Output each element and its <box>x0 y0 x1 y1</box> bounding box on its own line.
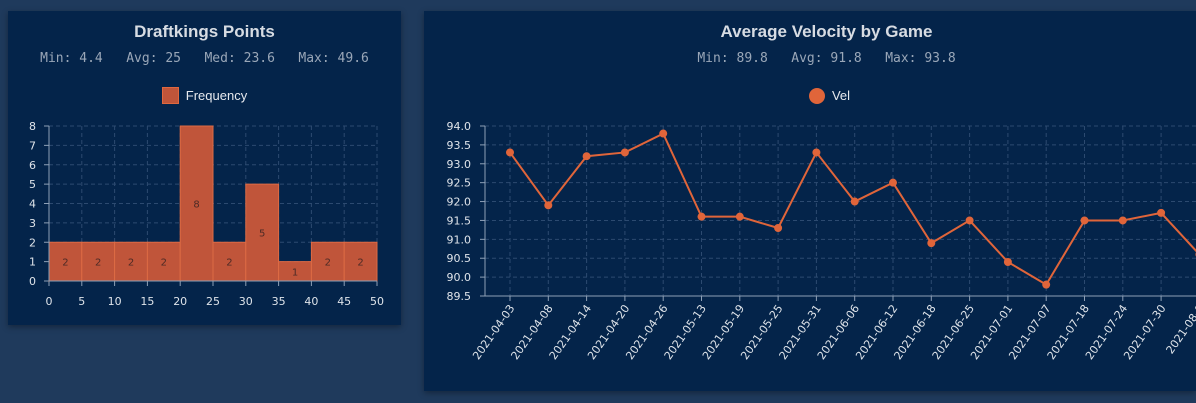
velocity-point <box>927 239 936 248</box>
y-tick-label: 2 <box>29 236 36 249</box>
y-tick-label: 93.0 <box>447 158 472 171</box>
velocity-point <box>812 148 821 157</box>
y-tick-label: 90.0 <box>447 271 472 284</box>
velocity-point <box>774 224 783 232</box>
velocity-series-line <box>509 132 1196 287</box>
y-tick-label: 5 <box>29 178 36 191</box>
line-chart: 89.5 90.0 90.5 91.0 91.5 92.0 92.5 93.0 93.5 94.0… <box>447 120 1196 362</box>
y-tick-label: 0 <box>29 275 36 288</box>
y-tick-label: 92.0 <box>447 196 472 209</box>
line-legend-label: Vel <box>831 88 851 104</box>
bar-value-label: 5 <box>259 229 265 240</box>
line-legend[interactable]: Vel <box>424 87 1196 104</box>
velocity-point <box>659 129 668 138</box>
bar-value-label: 2 <box>62 258 68 269</box>
histogram-bar <box>245 183 280 282</box>
x-tick-label: 10 <box>108 295 122 308</box>
x-tick-label: 15 <box>140 295 154 308</box>
velocity-point <box>1118 216 1127 225</box>
bar-value-label: 2 <box>226 258 232 269</box>
x-tick-label: 50 <box>370 295 384 308</box>
bar-value-label: 1 <box>292 267 298 278</box>
histogram-stats: Min: 4.4 Avg: 25 Med: 23.6 Max: 49.6 <box>40 51 369 66</box>
histogram-panel: Draftkings Points Min: 4.4 Avg: 25 Med: … <box>8 11 401 325</box>
x-tick-label: 40 <box>304 295 318 308</box>
histogram-legend[interactable]: Frequency <box>8 87 401 105</box>
velocity-point <box>582 152 591 161</box>
y-tick-label: 94.0 <box>447 120 472 133</box>
bar-value-label: 2 <box>128 258 134 269</box>
velocity-point <box>620 148 629 157</box>
y-tick-label: 91.0 <box>447 233 472 246</box>
y-tick-label: 89.5 <box>447 290 472 303</box>
velocity-point <box>1157 208 1166 217</box>
x-tick-label: 5 <box>78 295 85 308</box>
line-panel: Average Velocity by Game Min: 89.8 Avg: … <box>424 11 1196 391</box>
y-tick-label: 6 <box>29 159 36 172</box>
velocity-point <box>1042 280 1051 289</box>
y-tick-label: 8 <box>29 120 36 133</box>
velocity-point <box>544 201 553 210</box>
histogram-title: Draftkings Points <box>134 22 275 41</box>
velocity-point <box>965 216 974 225</box>
bar-value-label: 2 <box>357 258 363 269</box>
x-tick-label: 20 <box>173 295 187 308</box>
y-tick-label: 7 <box>29 139 36 152</box>
y-tick-label: 91.5 <box>447 214 472 227</box>
y-tick-label: 4 <box>29 198 36 211</box>
y-tick-label: 1 <box>29 256 36 269</box>
velocity-point <box>850 197 859 206</box>
bar-value-label: 2 <box>161 258 167 269</box>
x-tick-label: 30 <box>239 295 253 308</box>
y-tick-label: 93.5 <box>447 139 472 152</box>
line-stats: Min: 89.8 Avg: 91.8 Max: 93.8 <box>697 51 956 66</box>
velocity-point <box>697 212 706 221</box>
x-tick-label: 25 <box>206 295 220 308</box>
velocity-point <box>506 148 514 157</box>
line-title: Average Velocity by Game <box>720 22 933 41</box>
velocity-point <box>1080 216 1089 225</box>
x-tick-label: 35 <box>272 295 286 308</box>
histogram-bar <box>212 241 247 282</box>
velocity-point <box>735 212 744 221</box>
legend-dot-icon <box>808 87 825 104</box>
x-tick-label: 2021-08-0 <box>1164 302 1196 356</box>
velocity-point <box>889 178 897 187</box>
y-tick-label: 92.5 <box>447 177 472 190</box>
histogram-bar <box>114 241 148 282</box>
y-tick-label: 3 <box>29 217 36 230</box>
velocity-point <box>1003 258 1012 266</box>
y-tick-label: 90.5 <box>447 252 472 265</box>
histogram-bar <box>81 241 116 282</box>
bar-value-label: 2 <box>95 258 101 269</box>
x-tick-label: 0 <box>46 295 53 308</box>
bar-value-label: 2 <box>325 258 331 269</box>
legend-swatch-square-icon <box>161 87 179 105</box>
x-tick-label: 45 <box>337 295 351 308</box>
histogram-legend-label: Frequency <box>185 88 248 104</box>
bar-value-label: 8 <box>193 200 199 211</box>
